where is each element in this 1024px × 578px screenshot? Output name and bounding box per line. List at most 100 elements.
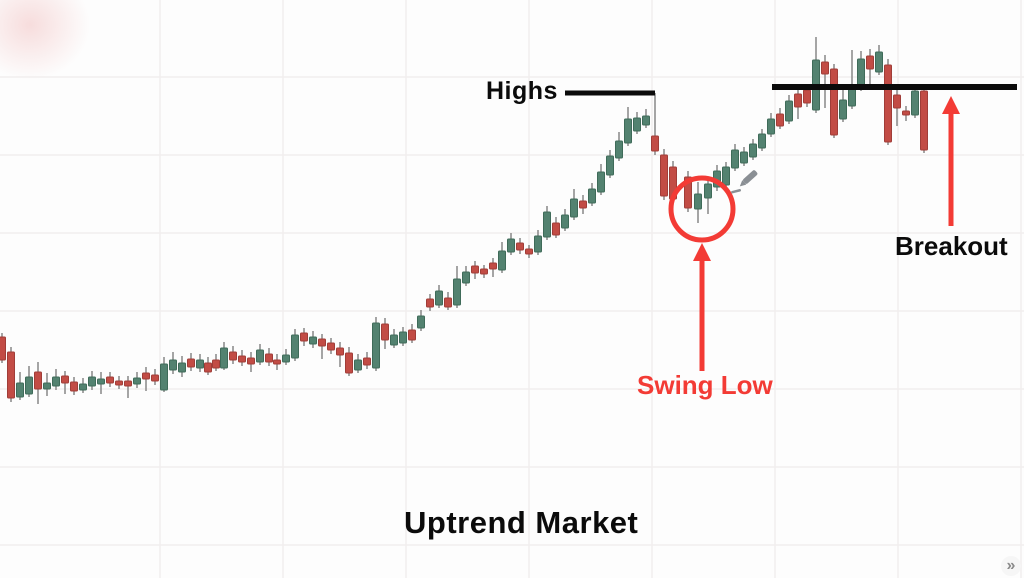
candle-body-down (651, 135, 659, 152)
candle-body-down (327, 342, 335, 351)
candle-body-down (471, 265, 479, 274)
candle-body-down (552, 222, 560, 236)
candle-body-up (43, 382, 51, 390)
candle-body-down (794, 93, 802, 108)
candle-body-up (256, 349, 264, 363)
candle-body-up (615, 140, 623, 159)
candle-body-down (142, 372, 150, 380)
candle-body-up (160, 363, 168, 391)
candle-body-down (238, 355, 246, 363)
candle-body-up (722, 166, 730, 186)
candle-body-up (767, 118, 775, 135)
candle-body-up (758, 133, 766, 149)
candle-body-up (178, 362, 186, 373)
candle-body-down (363, 357, 371, 366)
candle-body-down (821, 61, 829, 75)
candle-body-up (354, 359, 362, 371)
candle-body-up (570, 198, 578, 218)
candle-body-down (204, 362, 212, 373)
breakout-arrow-head (942, 96, 960, 114)
candle-body-up (749, 143, 757, 158)
candle-body-up (731, 149, 739, 169)
candle-body-down (489, 262, 497, 270)
candle-body-up (282, 354, 290, 363)
candle-body-down (151, 374, 159, 382)
candle-body-up (25, 376, 33, 395)
breakout-level-line (772, 84, 1017, 90)
chart-title: Uptrend Market (404, 505, 639, 540)
collapse-panel-icon[interactable]: » (1001, 556, 1021, 576)
candle-body-up (785, 100, 793, 122)
swing-low-arrow-head (693, 243, 711, 261)
candle-body-up (606, 155, 614, 176)
candle-body-down (229, 351, 237, 361)
candle-body-up (642, 115, 650, 126)
candle-body-up (79, 383, 87, 391)
candle-body-up (16, 382, 24, 398)
highs-level-line (565, 90, 655, 96)
candle-body-up (498, 250, 506, 271)
candle-body-down (187, 358, 195, 368)
candle-body-up (291, 334, 299, 359)
cursor-dash (731, 189, 742, 194)
candle-body-down (106, 376, 114, 384)
candle-body-up (309, 336, 317, 345)
candle-body-up (740, 151, 748, 164)
candle-body-down (920, 90, 928, 151)
candle-body-down (247, 357, 255, 365)
candle-body-down (7, 351, 15, 399)
candle-body-down (884, 64, 892, 143)
candle-body-down (776, 113, 784, 127)
candle-body-up (52, 376, 60, 387)
highs-label: Highs (486, 77, 558, 105)
candle-body-up (624, 118, 632, 144)
swing-low-circle (668, 175, 736, 243)
candle-body-down (516, 242, 524, 251)
candle-body-up (220, 347, 228, 369)
candle-body-up (133, 377, 141, 385)
candle-body-up (417, 315, 425, 329)
candle-body-down (336, 347, 344, 356)
candle-body-up (507, 238, 515, 253)
candle-body-up (911, 90, 919, 116)
candle-body-down (660, 154, 668, 197)
candle-body-down (803, 89, 811, 104)
candle-body-up (588, 188, 596, 204)
candle-body-down (579, 200, 587, 209)
candle-body-down (830, 68, 838, 136)
candle-body-down (345, 352, 353, 374)
candle-body-up (561, 214, 569, 229)
breakout-label: Breakout (895, 231, 1008, 261)
candle-body-up (704, 183, 712, 199)
candle-body-up (390, 334, 398, 346)
candle-body-down (300, 332, 308, 342)
candle-body-up (534, 235, 542, 253)
candle-body-up (196, 359, 204, 369)
candle-body-down (408, 329, 416, 341)
candle-body-up (543, 211, 551, 238)
candle-body-down (212, 359, 220, 369)
candle-body-down (61, 375, 69, 384)
swing-low-label: Swing Low (637, 370, 773, 400)
candle-body-down (381, 323, 389, 341)
candle-body-down (70, 381, 78, 392)
candle-body-down (318, 338, 326, 347)
candle-body-down (893, 94, 901, 109)
candle-body-up (97, 378, 105, 385)
candle-body-up (462, 271, 470, 284)
candle-body-up (597, 171, 605, 193)
candle-body-up (633, 117, 641, 132)
candle-body-down (124, 380, 132, 387)
candle-body-up (857, 58, 865, 89)
candle-body-up (839, 99, 847, 120)
candle-body-up (875, 51, 883, 73)
candle-body-down (480, 268, 488, 275)
candle-body-up (694, 193, 702, 210)
candle-body-up (435, 290, 443, 306)
candle-body-down (866, 55, 874, 70)
candle-body-down (902, 110, 910, 116)
candle-body-down (444, 297, 452, 308)
candle-body-down (273, 359, 281, 365)
